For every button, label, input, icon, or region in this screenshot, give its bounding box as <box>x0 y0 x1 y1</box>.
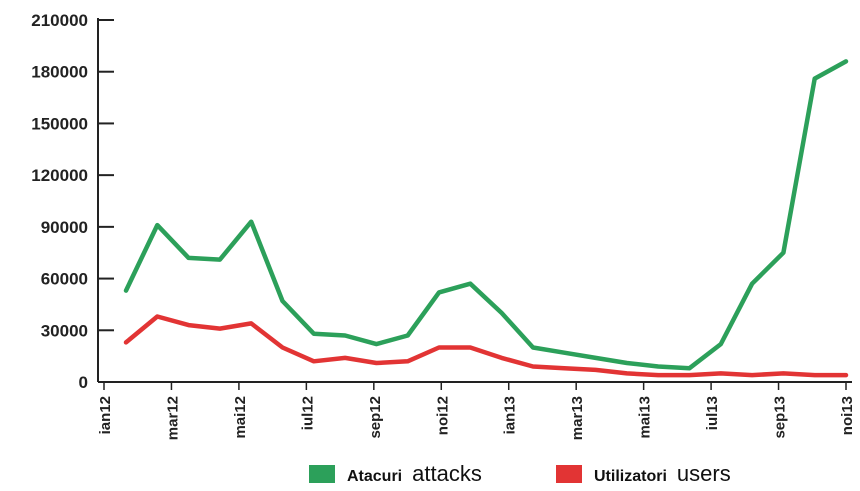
x-tick-label: mai12 <box>232 396 249 439</box>
x-tick-label: iul13 <box>704 396 721 430</box>
series-line-attacks <box>123 59 849 371</box>
series-line-users <box>123 314 849 378</box>
y-tick-label: 180000 <box>31 63 88 82</box>
legend-translation-attacks: attacks <box>412 461 482 486</box>
legend-swatch-users <box>556 465 582 483</box>
y-tick-label: 30000 <box>41 321 88 340</box>
legend-label-users: Utilizatori <box>594 468 667 485</box>
y-tick-label: 210000 <box>31 11 88 30</box>
x-tick-label: mai13 <box>637 396 654 439</box>
x-tick-label: sep12 <box>367 396 384 439</box>
x-tick-label: ian12 <box>97 396 114 434</box>
legend-translation-users: users <box>677 461 731 486</box>
y-tick-label: 120000 <box>31 166 88 185</box>
x-tick-label: mar12 <box>164 396 181 440</box>
legend-label-attacks: Atacuri <box>347 468 402 485</box>
y-tick-label: 0 <box>79 373 88 392</box>
x-tick-label: noi12 <box>434 396 451 435</box>
y-tick-label: 150000 <box>31 114 88 133</box>
x-tick-label: sep13 <box>772 396 789 439</box>
legend-swatch-attacks <box>309 465 335 483</box>
x-axis: ian12 mar12 mai12 iul12 sep12 noi12 ian13 mar13… <box>97 381 856 440</box>
legend: Atacuri attacks Utilizatori users <box>309 461 731 486</box>
series-lines <box>123 59 849 378</box>
x-tick-label: iul12 <box>299 396 316 430</box>
y-axis: 0 30000 60000 90000 120000 150000 180000 210000 <box>31 11 114 392</box>
y-tick-label: 60000 <box>41 270 88 289</box>
y-tick-label: 90000 <box>41 218 88 237</box>
x-tick-label: ian13 <box>502 396 519 434</box>
x-tick-label: mar13 <box>569 396 586 440</box>
x-tick-label: noi13 <box>839 396 856 435</box>
